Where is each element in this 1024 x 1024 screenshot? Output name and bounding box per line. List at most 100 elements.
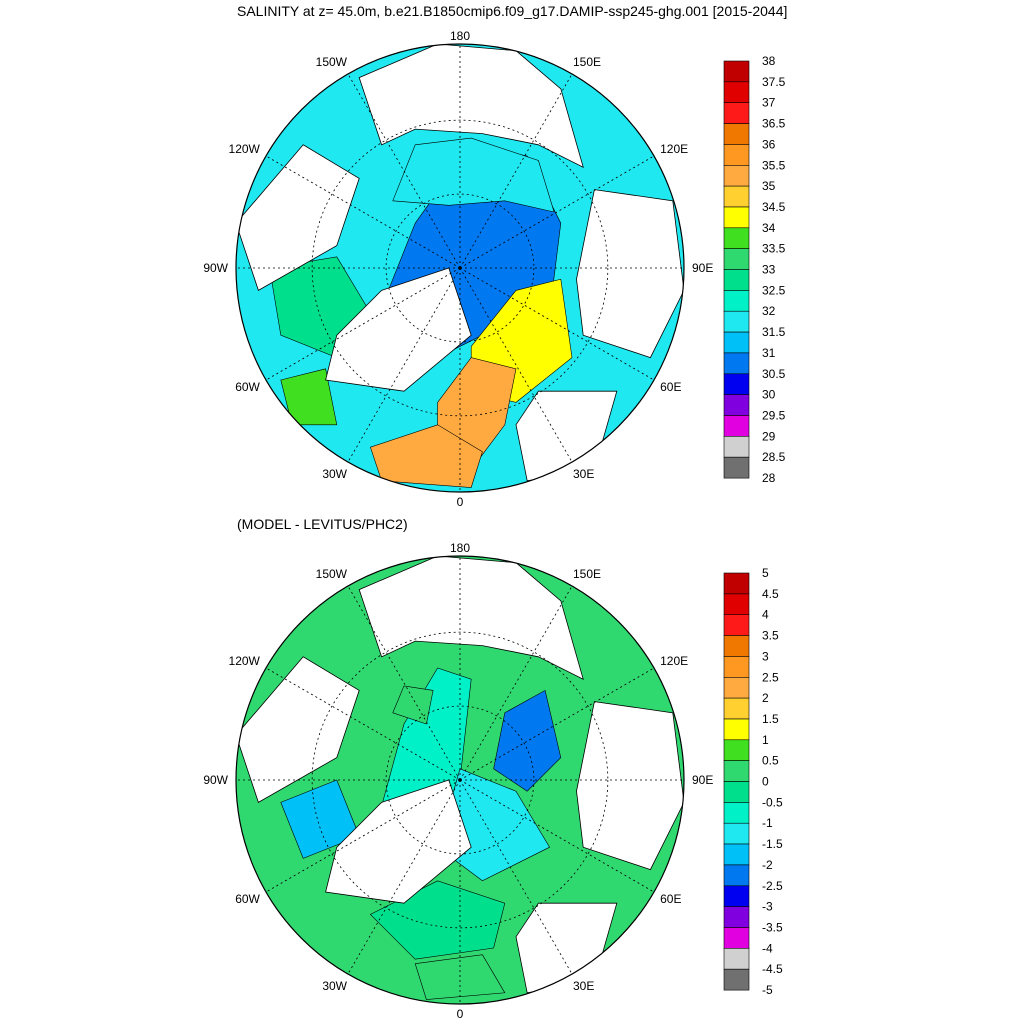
meridian-line [347, 267, 461, 463]
meridian-line [347, 73, 461, 269]
colorbar-label: 28 [762, 471, 776, 485]
colorbar-label: 36 [762, 137, 776, 151]
region-iceland-basin [370, 424, 483, 488]
region-beaufort-high [392, 685, 434, 725]
meridian-line [459, 779, 573, 975]
colorbar-swatch [723, 206, 750, 229]
colorbar-1: 38 37.5 37 36.5 36 35.5 35 34.5 34 33.5 33 32.5 32 31… [723, 54, 786, 485]
longitude-label: 30E [573, 467, 594, 481]
colorbar-swatch [723, 144, 750, 166]
colorbar-label: 30.5 [762, 367, 786, 381]
colorbar-label: 0 [762, 775, 769, 789]
region-central-arctic [392, 137, 555, 213]
colorbar-label: -5 [762, 983, 773, 997]
colorbar-swatch [723, 373, 750, 395]
colorbar-swatch [723, 415, 750, 437]
colorbar-swatch [723, 822, 750, 845]
colorbar-swatch [723, 102, 750, 124]
polar-map-1: 180 150E 120E 90E 60E 30E 0 30W 60W 90W 120W 150W [203, 29, 713, 509]
colorbar-label: 28.5 [762, 450, 786, 464]
land-mass [515, 390, 618, 482]
latitude-circle [311, 119, 609, 417]
colorbar-label: 34.5 [762, 200, 786, 214]
meridian-line [265, 155, 461, 269]
colorbar-label: -1 [762, 816, 773, 830]
colorbar-swatch [723, 290, 750, 312]
colorbar-label: 3.5 [762, 629, 779, 643]
colorbar-label: 32 [762, 304, 776, 318]
colorbar-label: -4 [762, 941, 773, 955]
colorbar-swatch [723, 331, 750, 354]
colorbar-label: 37 [762, 96, 776, 110]
colorbar-swatch [723, 352, 750, 375]
meridian-line [265, 667, 461, 781]
longitude-label: 90W [203, 261, 228, 275]
longitude-label: 60W [235, 892, 260, 906]
longitude-label: 30E [573, 979, 594, 993]
region-north-atlantic [414, 954, 506, 1000]
main-title: SALINITY at z= 45.0m, b.e21.B1850cmip6.f… [237, 3, 788, 19]
longitude-label: 180 [450, 29, 470, 43]
colorbar-swatch [723, 185, 750, 208]
longitude-label: 90W [203, 773, 228, 787]
colorbar-swatch [723, 81, 750, 104]
colorbar-label: 38 [762, 54, 776, 68]
longitude-label: 120E [660, 654, 688, 668]
meridian-line [459, 267, 573, 463]
longitude-label: 0 [457, 495, 464, 509]
meridian-line [265, 779, 461, 893]
colorbar-label: 32.5 [762, 283, 786, 297]
colorbar-label: 2.5 [762, 670, 779, 684]
meridian-line [459, 73, 573, 269]
colorbar-label: -2 [762, 858, 773, 872]
longitude-label: 120W [229, 654, 261, 668]
colorbar-label: 1.5 [762, 712, 779, 726]
colorbar-swatch [723, 165, 750, 187]
colorbar-label: 1 [762, 733, 769, 747]
meridian-line [459, 585, 573, 781]
meridian-line [459, 155, 655, 269]
colorbar-swatch [723, 718, 750, 741]
colorbar-label: 31 [762, 346, 776, 360]
ocean-field [236, 44, 684, 492]
longitude-label: 90E [692, 261, 713, 275]
colorbar-swatch [723, 656, 750, 678]
colorbar-swatch [723, 572, 750, 595]
map-boundary [235, 555, 685, 1005]
colorbar-swatch [723, 864, 750, 887]
longitude-label: 150W [316, 55, 348, 69]
colorbar-2: 5 4.5 4 3.5 3 2.5 2 1.5 1 0.5 0 -0.5 -1 -1.5 -2 -2.5 -3 -… [723, 566, 783, 997]
colorbar-label: -3 [762, 900, 773, 914]
colorbar-swatch [723, 248, 750, 270]
colorbar-label: 35.5 [762, 158, 786, 172]
colorbar-swatch [723, 227, 750, 250]
longitude-label: 60E [660, 892, 681, 906]
longitude-label: 60E [660, 380, 681, 394]
colorbar-swatch [723, 697, 750, 720]
longitude-label: 120E [660, 142, 688, 156]
land-mass [236, 144, 360, 291]
colorbar-label: 33.5 [762, 242, 786, 256]
colorbar-label: -1.5 [762, 837, 783, 851]
longitude-label: 120W [229, 142, 261, 156]
colorbar-swatch [723, 635, 750, 657]
colorbar-label: 29 [762, 429, 776, 443]
map-boundary [235, 43, 685, 493]
longitude-label: 150E [573, 567, 601, 581]
colorbar-label: 2 [762, 691, 769, 705]
colorbar-swatch [723, 456, 750, 479]
meridian-line [347, 585, 461, 781]
longitude-label: 30W [322, 467, 347, 481]
colorbar-label: 31.5 [762, 325, 786, 339]
latitude-circle [385, 193, 535, 343]
meridian-line [347, 779, 461, 975]
colorbar-label: 4.5 [762, 587, 779, 601]
colorbar-swatch [723, 802, 750, 824]
meridian-line [459, 267, 655, 381]
colorbar-label: 5 [762, 566, 769, 580]
colorbar-label: 0.5 [762, 754, 779, 768]
meridian-line [459, 779, 655, 893]
longitude-label: 0 [457, 1007, 464, 1021]
colorbar-label: 33 [762, 263, 776, 277]
